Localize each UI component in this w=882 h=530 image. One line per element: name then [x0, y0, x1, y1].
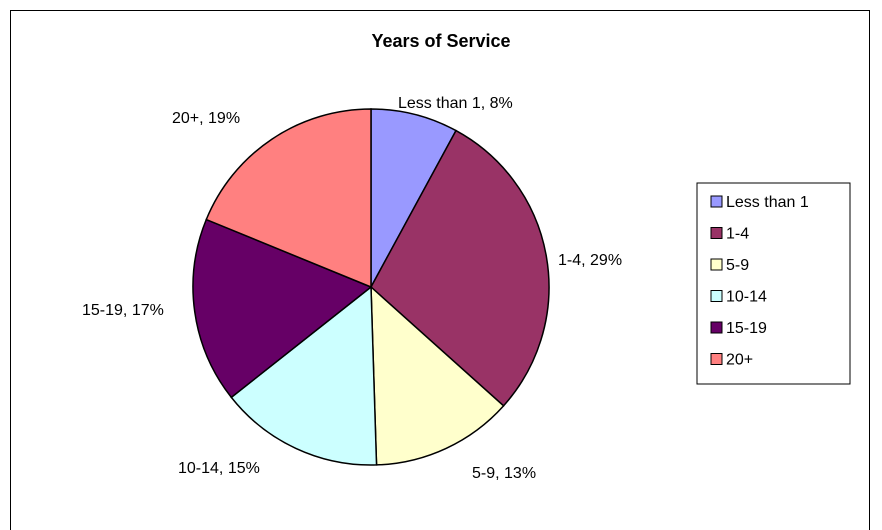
data-label: 10-14, 15% [178, 460, 260, 477]
legend-swatch [710, 353, 723, 365]
data-label: 5-9, 13% [472, 465, 536, 482]
legend-swatch [710, 258, 723, 271]
legend: Less than 1 1-4 5-9 10-14 15-19 20+ [696, 182, 851, 385]
pie-slice-20 [205, 108, 372, 289]
legend-label: 10-14 [726, 289, 767, 306]
legend-label: 15-19 [726, 320, 767, 337]
pie-slice-1-4 [370, 129, 550, 407]
pie-slice-5-9 [370, 285, 505, 466]
pie-slices [192, 108, 550, 466]
pie-slice-15-19 [192, 218, 373, 399]
legend-label: 5-9 [726, 257, 749, 274]
data-label: 15-19, 17% [82, 302, 164, 319]
pie-slice-10-14 [230, 285, 378, 466]
legend-swatch [710, 227, 723, 239]
legend-label: 20+ [726, 352, 753, 369]
data-label: Less than 1, 8% [398, 95, 513, 112]
legend-label: Less than 1 [726, 194, 809, 211]
legend-box [696, 182, 851, 385]
legend-swatch [710, 321, 723, 334]
data-label: 20+, 19% [172, 110, 240, 127]
slice-labels: Less than 1, 8% 1-4, 29% 5-9, 13% 10-14, 15… [82, 95, 622, 482]
data-label: 1-4, 29% [558, 252, 622, 269]
legend-swatch [710, 290, 723, 302]
legend-swatch [710, 195, 723, 208]
legend-label: 1-4 [726, 226, 749, 243]
chart-title: Years of Service [371, 31, 510, 51]
